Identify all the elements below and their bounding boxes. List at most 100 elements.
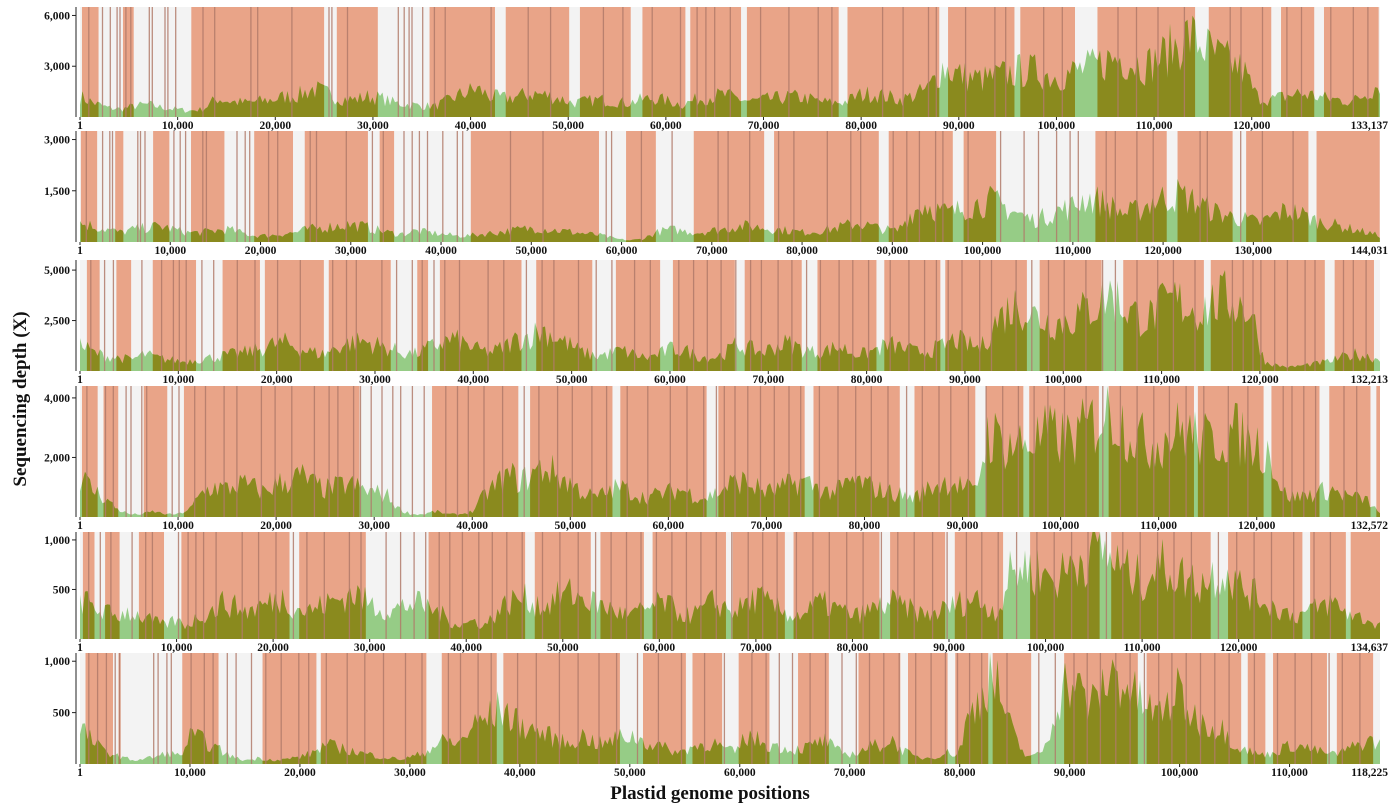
shaded-region [379, 131, 395, 242]
shaded-region [152, 260, 197, 371]
x-tick-label: 10,000 [161, 642, 193, 654]
x-tick-label: 110,000 [1136, 120, 1173, 132]
x-tick-label: 10,000 [154, 245, 186, 257]
x-tick-label: 40,000 [456, 520, 488, 532]
x-tick-label: 100,000 [1161, 767, 1199, 779]
x-tick-label: 20,000 [260, 520, 292, 532]
y-tick-label: 3,000 [44, 135, 70, 147]
x-tick-label: 1 [77, 520, 83, 532]
x-tick-label: 50,000 [554, 520, 586, 532]
shaded-region [642, 7, 686, 117]
genome-length-label: 134,637 [1351, 642, 1389, 654]
shaded-region [907, 653, 948, 764]
x-tick-label: 110,000 [1143, 374, 1180, 386]
x-tick-label: 60,000 [724, 767, 756, 779]
shaded-region [254, 131, 294, 242]
x-tick-label: 30,000 [335, 245, 367, 257]
y-tick-label: 3,000 [44, 61, 70, 73]
x-tick-label: 90,000 [947, 520, 979, 532]
x-tick-label: 110,000 [1271, 767, 1308, 779]
x-tick-label: 40,000 [455, 120, 487, 132]
x-tick-label: 120,000 [1233, 120, 1271, 132]
x-tick-label: 70,000 [752, 374, 784, 386]
y-tick-label: 2,500 [44, 316, 70, 328]
x-tick-label: 120,000 [1144, 245, 1182, 257]
x-tick-label: 60,000 [653, 520, 685, 532]
x-tick-label: 80,000 [849, 520, 881, 532]
x-tick-label: 30,000 [358, 520, 390, 532]
x-tick-label: 50,000 [614, 767, 646, 779]
x-tick-label: 100,000 [964, 245, 1002, 257]
x-tick-label: 80,000 [845, 120, 877, 132]
shaded-region [143, 386, 168, 517]
x-tick-label: 1 [77, 767, 83, 779]
shaded-region [262, 653, 317, 764]
shaded-region [620, 386, 707, 517]
shaded-region [1376, 386, 1380, 517]
x-tick-label: 10,000 [162, 520, 194, 532]
genome-length-label: 132,572 [1351, 520, 1389, 532]
y-tick-label: 6,000 [44, 10, 70, 22]
x-tick-label: 90,000 [1054, 767, 1086, 779]
x-tick-label: 110,000 [1124, 642, 1161, 654]
x-tick-label: 70,000 [696, 245, 728, 257]
shaded-region [86, 260, 100, 371]
x-tick-label: 80,000 [786, 245, 818, 257]
depth-area-inside [81, 386, 1380, 517]
x-tick-label: 60,000 [644, 642, 676, 654]
y-axis-title: Sequencing depth (X) [10, 311, 31, 486]
x-tick-label: 100,000 [1042, 520, 1080, 532]
depth-area-inside [86, 270, 1374, 371]
x-tick-label: 120,000 [1241, 374, 1279, 386]
x-tick-label: 70,000 [748, 120, 780, 132]
x-tick-label: 30,000 [394, 767, 426, 779]
shaded-region [320, 653, 427, 764]
shaded-region [116, 260, 132, 371]
x-tick-label: 20,000 [259, 120, 291, 132]
x-tick-label: 50,000 [515, 245, 547, 257]
genome-length-label: 133,137 [1351, 120, 1389, 132]
genome-length-label: 144,031 [1351, 245, 1389, 257]
x-tick-label: 70,000 [751, 520, 783, 532]
x-tick-label: 100,000 [1045, 374, 1083, 386]
y-tick-label: 5,000 [44, 265, 70, 277]
x-tick-label: 80,000 [944, 767, 976, 779]
shaded-region [304, 131, 368, 242]
x-tick-label: 120,000 [1238, 520, 1276, 532]
x-tick-label: 20,000 [257, 642, 289, 654]
shaded-region [81, 7, 99, 117]
x-tick-label: 30,000 [357, 120, 389, 132]
x-tick-label: 130,000 [1235, 245, 1273, 257]
shaded-region [336, 7, 378, 117]
y-tick-label: 1,500 [44, 186, 70, 198]
x-tick-label: 40,000 [457, 374, 489, 386]
x-tick-label: 10,000 [162, 120, 194, 132]
x-tick-label: 90,000 [933, 642, 965, 654]
y-tick-label: 1,000 [44, 535, 70, 547]
y-tick-label: 500 [53, 708, 71, 720]
depth-area-outside [80, 179, 1380, 242]
shaded-region [774, 131, 879, 242]
x-tick-label: 20,000 [245, 245, 277, 257]
x-tick-label: 1 [77, 245, 83, 257]
x-tick-label: 80,000 [837, 642, 869, 654]
x-tick-label: 100,000 [1027, 642, 1065, 654]
genome-length-label: 118,225 [1351, 767, 1388, 779]
shaded-region [122, 7, 134, 117]
shaded-region [80, 131, 98, 242]
x-tick-label: 50,000 [552, 120, 584, 132]
y-tick-label: 2,000 [44, 452, 70, 464]
shaded-region [153, 131, 170, 242]
y-tick-label: 500 [53, 584, 71, 596]
x-tick-label: 1 [77, 374, 83, 386]
x-tick-label: 70,000 [740, 642, 772, 654]
x-tick-label: 90,000 [943, 120, 975, 132]
x-tick-label: 100,000 [1038, 120, 1076, 132]
x-tick-label: 50,000 [547, 642, 579, 654]
panel-1: 3,000 6,000 1 10,000 20,000 30,000 40,000 50,00… [44, 7, 1388, 132]
y-tick-label: 1,000 [44, 656, 70, 668]
